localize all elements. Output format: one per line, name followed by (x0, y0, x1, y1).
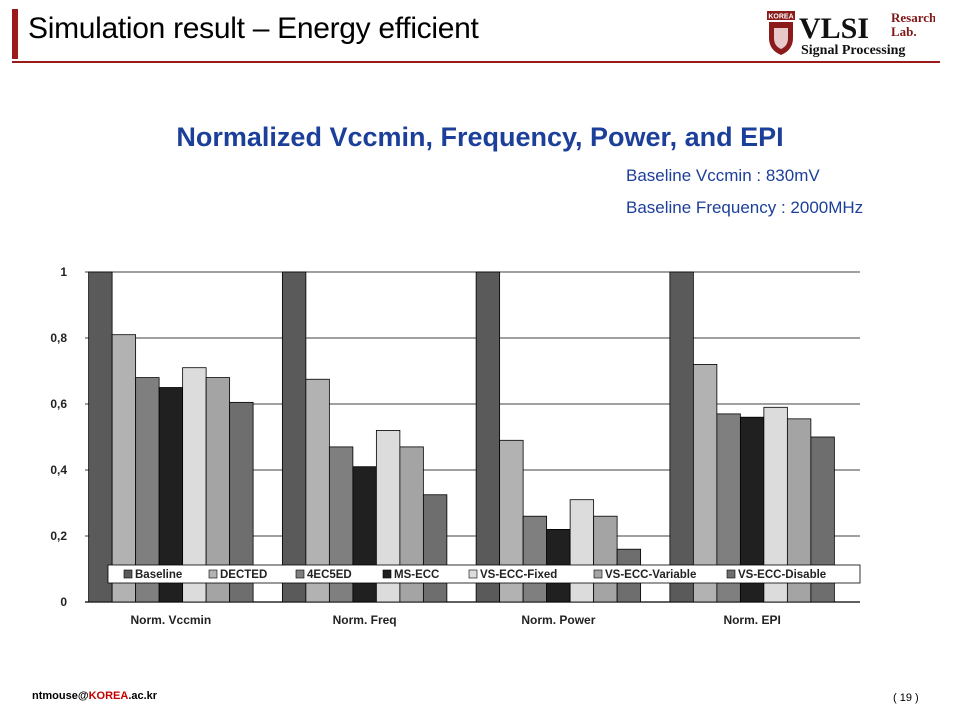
svg-text:Signal Processing: Signal Processing (801, 43, 905, 58)
legend-swatch (295, 569, 305, 579)
title-accent-bar (12, 9, 18, 59)
legend-label: Baseline (135, 569, 182, 581)
svg-text:VLSI: VLSI (799, 12, 869, 45)
svg-text:KOREA: KOREA (768, 14, 793, 21)
legend-label: DECTED (220, 569, 267, 581)
chart-title: Normalized Vccmin, Frequency, Power, and… (176, 122, 784, 152)
legend-swatch (593, 569, 603, 579)
footer-email: ntmouse@KOREA.ac.kr (32, 690, 158, 702)
bar (669, 271, 694, 603)
bar (88, 271, 113, 603)
baseline-vccmin-note: Baseline Vccmin : 830mV (626, 166, 820, 185)
y-tick-label: 0,4 (50, 463, 67, 477)
y-tick-label: 1 (60, 265, 67, 279)
x-tick-label: Norm. Freq (333, 613, 397, 627)
bar (475, 271, 501, 603)
y-tick-label: 0,8 (50, 331, 67, 345)
y-tick-label: 0,2 (50, 529, 67, 543)
legend-label: 4EC5ED (307, 569, 352, 581)
page-number: ( 19 ) (893, 692, 919, 704)
legend-swatch (468, 569, 478, 579)
baseline-frequency-note: Baseline Frequency : 2000MHz (626, 198, 864, 217)
bar (281, 271, 307, 603)
x-tick-label: Norm. EPI (723, 613, 780, 627)
vlsi-lab-logo: KOREA VLSI Resarch Lab. Signal Processin… (767, 10, 935, 58)
y-tick-label: 0 (60, 595, 67, 609)
legend-label: VS-ECC-Fixed (480, 569, 557, 581)
legend-box (107, 564, 861, 584)
bar (422, 494, 448, 603)
legend-label: VS-ECC-Disable (738, 569, 826, 581)
legend-swatch (726, 569, 736, 579)
bar (593, 515, 618, 603)
bar (810, 436, 835, 603)
bar-chart: 0 0,2 0,4 0,6 0,8 1 Norm. Vccmin Norm. Freq Norm… (50, 265, 861, 627)
bar (522, 515, 548, 603)
legend-swatch (123, 569, 133, 579)
bar (111, 334, 137, 603)
legend-label: MS-ECC (394, 569, 439, 581)
x-tick-label: Norm. Vccmin (131, 613, 212, 627)
svg-text:Resarch: Resarch (891, 10, 935, 25)
bar (569, 499, 595, 603)
slide-title: Simulation result – Energy efficient (28, 12, 479, 45)
legend-label: VS-ECC-Variable (605, 569, 696, 581)
legend-swatch (208, 569, 218, 579)
title-divider (12, 61, 940, 63)
x-tick-label: Norm. Power (521, 613, 595, 627)
bar (229, 401, 254, 603)
svg-text:Lab.: Lab. (891, 24, 917, 39)
legend-swatch (382, 569, 392, 579)
y-tick-label: 0,6 (50, 397, 67, 411)
